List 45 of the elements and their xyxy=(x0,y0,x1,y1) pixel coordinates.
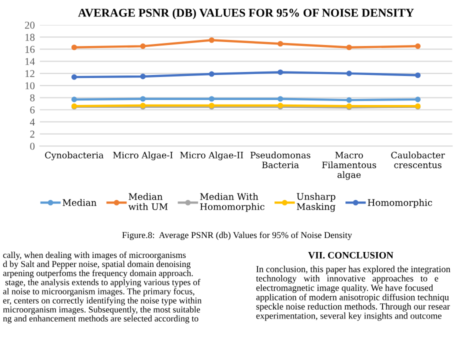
point xyxy=(346,97,352,103)
text: Figure.8: Average PSNR (db) Values for 95% of Noise Density xyxy=(122,232,352,240)
text: cally, when dealing with images of microorganisms d by Salt and Pepper noise, spatial domain denoising arpening outperfoms the frequency domain approach. stage, the analysis extends to applying various types of al noise to microorganism images. The primary focus, er, centers on correctly identifying the noise type within microorganism images. Subsequently, the most suitable ng and enhancement methods are selected according to xyxy=(3,252,202,324)
y-tick-label: 10 xyxy=(25,82,35,90)
point xyxy=(415,96,421,102)
point xyxy=(278,40,284,47)
y-tick-label: 0 xyxy=(30,142,35,150)
point xyxy=(415,43,421,49)
point xyxy=(208,37,214,43)
x-tick-label: Macro Filamentous algae xyxy=(322,152,376,180)
y-tick-label: 18 xyxy=(25,34,35,41)
point xyxy=(346,70,352,76)
point xyxy=(71,44,77,50)
point xyxy=(140,96,146,102)
point xyxy=(278,96,284,102)
x-tick-label: Caulobacter crescentus xyxy=(391,152,445,168)
y-tick-label: 14 xyxy=(25,58,35,65)
point xyxy=(140,74,146,80)
point xyxy=(346,44,352,50)
point xyxy=(71,74,77,80)
x-tick-label: Micro Algae-II xyxy=(180,152,244,160)
chart-title: AVERAGE PSNR (DB) VALUES FOR 95% OF NOISE DENSITY xyxy=(78,8,414,20)
y-tick-label: 8 xyxy=(30,94,35,102)
legend-label: Median xyxy=(62,198,96,206)
legend-label: Median With Homomorphic xyxy=(200,192,264,212)
y-tick-label: 16 xyxy=(25,46,35,53)
legend-label: Unsharp Masking xyxy=(296,192,336,212)
y-tick-label: 20 xyxy=(24,22,35,29)
x-tick-label: Pseudomonas Bacteria xyxy=(250,152,310,168)
legend-label: Median with UM xyxy=(128,192,168,210)
point xyxy=(415,72,421,78)
point xyxy=(208,71,214,77)
point xyxy=(71,96,77,102)
text: In conclusion, this paper has explored the integration technology with innovative approaches to e electromagnetic image quality. We have focused application of modern anisotropic diffusion techniqu speckle noise reduction methods. Through our resear experimentation, several key insights and outcome xyxy=(256,266,450,321)
x-tick-label: Cynobacteria xyxy=(45,152,104,160)
y-tick-label: 12 xyxy=(25,70,34,78)
y-tick-label: 4 xyxy=(30,118,35,126)
point xyxy=(208,96,214,102)
point xyxy=(278,69,284,75)
y-tick-label: 2 xyxy=(30,130,34,138)
x-tick-label: Micro Algae-I xyxy=(113,152,173,160)
y-tick-label: 6 xyxy=(30,106,35,114)
legend-label: Homomorphic xyxy=(368,198,432,208)
point xyxy=(140,43,146,49)
text: VII. CONCLUSION xyxy=(308,252,394,259)
